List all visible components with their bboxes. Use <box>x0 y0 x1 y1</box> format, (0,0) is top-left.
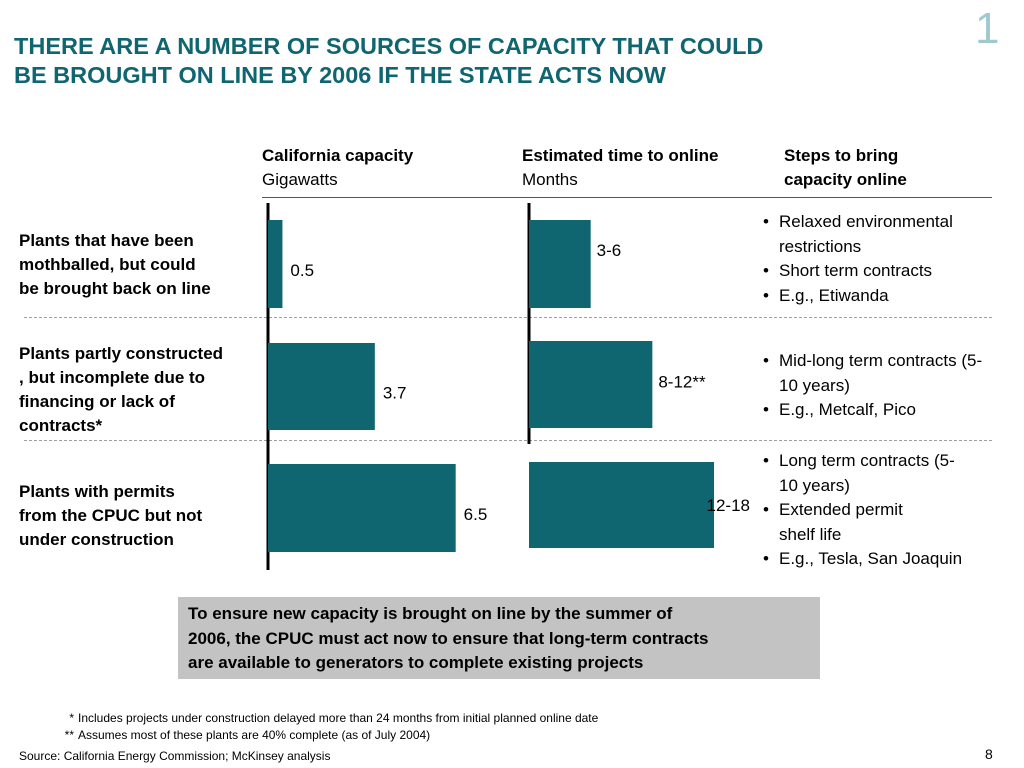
bar <box>529 462 715 548</box>
bar <box>268 464 456 552</box>
steps-item: Mid-long term contracts (5-10 years) <box>761 349 1001 398</box>
bar <box>268 343 375 430</box>
row-label-line: contracts* <box>19 416 103 435</box>
capacity-column-header: California capacity Gigawatts <box>262 144 413 192</box>
row-label-line: from the CPUC but not <box>19 506 203 525</box>
title-line-2: BE BROUGHT ON LINE BY 2006 IF THE STATE … <box>14 62 666 88</box>
row-label-line: Plants partly constructed <box>19 344 224 363</box>
footnote-text: Includes projects under construction del… <box>78 711 599 725</box>
steps-item: E.g., Metcalf, Pico <box>761 398 1011 423</box>
bar <box>268 220 283 308</box>
steps-list-permitted: Long term contracts (5-10 years) Extende… <box>761 449 1011 572</box>
row-label-permitted: Plants with permits from the CPUC but no… <box>19 480 264 552</box>
title-line-1: THERE ARE A NUMBER OF SOURCES OF CAPACIT… <box>14 33 764 59</box>
footnote-mark: * <box>69 711 74 725</box>
row-label-line: be brought back on line <box>19 279 211 298</box>
steps-item: Relaxed environmental restrictions <box>761 210 991 259</box>
footnote-mark: ** <box>64 728 74 742</box>
row-label-line: under construction <box>19 530 174 549</box>
row-label-mothballed: Plants that have been mothballed, but co… <box>19 229 264 301</box>
steps-column-header: Steps to bring capacity online <box>784 144 994 192</box>
row-label-partly-constructed: Plants partly constructed , but incomple… <box>19 342 264 438</box>
steps-item: E.g., Tesla, San Joaquin <box>761 547 1011 572</box>
header-rule <box>262 197 992 198</box>
slide-number: 1 <box>975 4 1000 53</box>
callout-line: To ensure new capacity is brought on lin… <box>188 604 673 623</box>
row-label-line: , but incomplete due to <box>19 368 206 387</box>
row-label-line: Plants with permits <box>19 482 175 501</box>
page-number: 8 <box>985 746 993 762</box>
row-label-line: financing or lack of <box>19 392 175 411</box>
source-note: Source: California Energy Commission; Mc… <box>19 749 331 763</box>
page-title: THERE ARE A NUMBER OF SOURCES OF CAPACIT… <box>14 32 914 90</box>
callout-line: are available to generators to complete … <box>188 653 644 672</box>
bar-value-label: 6.5 <box>464 505 488 524</box>
steps-item: E.g., Etiwanda <box>761 284 1011 309</box>
row-label-line: mothballed, but could <box>19 255 196 274</box>
bar-value-label: 0.5 <box>290 261 314 280</box>
steps-item: Extended permit shelf life <box>761 498 921 547</box>
bar <box>529 220 591 308</box>
footnote-double-star: ** Assumes most of these plants are 40% c… <box>58 728 431 743</box>
bar <box>529 341 653 428</box>
time-header-title: Estimated time to online <box>522 146 719 165</box>
steps-list-partly-constructed: Mid-long term contracts (5-10 years) E.g… <box>761 349 1011 423</box>
bar-value-label: 3-6 <box>597 241 622 260</box>
callout-box: To ensure new capacity is brought on lin… <box>178 597 820 679</box>
steps-header-line-1: Steps to bring <box>784 146 899 165</box>
time-column-header: Estimated time to online Months <box>522 144 718 192</box>
row-divider <box>24 440 992 441</box>
steps-item: Short term contracts <box>761 259 1011 284</box>
bar-value-label: 3.7 <box>383 384 407 403</box>
callout-line: 2006, the CPUC must act now to ensure th… <box>188 628 709 648</box>
row-divider <box>24 317 992 318</box>
steps-list-mothballed: Relaxed environmental restrictions Short… <box>761 210 1011 308</box>
capacity-header-title: California capacity <box>262 146 414 165</box>
row-label-line: Plants that have been <box>19 231 194 250</box>
time-header-unit: Months <box>522 170 578 189</box>
capacity-header-unit: Gigawatts <box>262 170 338 189</box>
steps-item: Long term contracts (5-10 years) <box>761 449 961 498</box>
steps-header-line-2: capacity online <box>784 170 907 189</box>
footnote-single-star: * Includes projects under construction de… <box>58 711 598 726</box>
bar-value-label: 8-12** <box>658 373 706 392</box>
bar-value-label: 12-18 <box>707 496 750 515</box>
footnote-text: Assumes most of these plants are 40% com… <box>78 728 431 742</box>
